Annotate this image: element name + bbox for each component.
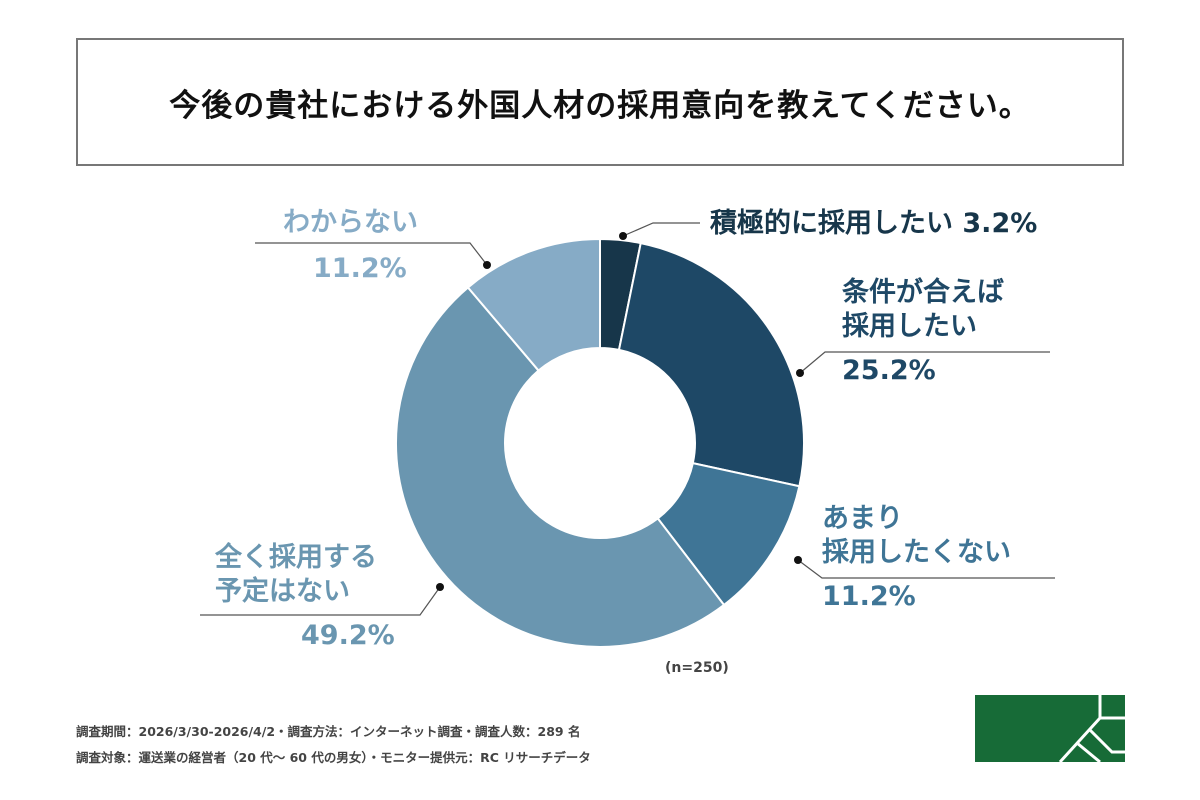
label-value: 11.2% — [313, 253, 407, 284]
donut-slice-1 — [617, 241, 805, 488]
leader-dot-3 — [436, 583, 444, 591]
label-slice-0: 積極的に採用したい 3.2% — [710, 208, 1038, 239]
leader-line-0 — [622, 222, 700, 237]
label-line: 予定はない — [215, 576, 350, 607]
leader-dot-0 — [619, 232, 627, 240]
footer-survey-target: 調査対象：運送業の経営者（20 代～ 60 代の男女）・モニター提供元：RC リ… — [76, 750, 591, 765]
leader-line-4 — [255, 242, 488, 266]
leader-line-2 — [797, 559, 1055, 579]
leader-line-1 — [799, 351, 1050, 374]
label-slice-1: 条件が合えば 採用したい 25.2% — [842, 276, 1004, 388]
leader-dot-2 — [794, 556, 802, 564]
label-line: 全く採用する — [215, 542, 377, 573]
label-line: わからない — [283, 207, 418, 238]
label-slice-4: わからない 11.2% — [283, 206, 418, 286]
leader-dot-4 — [483, 261, 491, 269]
leader-line-3 — [200, 586, 441, 616]
donut-slice-4 — [466, 237, 601, 372]
label-line: 条件が合えば — [842, 277, 1004, 308]
label-line: 採用したくない — [822, 537, 1011, 568]
label-value: 11.2% — [822, 581, 916, 612]
donut-slice-3 — [395, 286, 726, 648]
sample-size: (n=250) — [665, 660, 729, 676]
footer-survey-period: 調査期間：2026/3/30-2026/4/2・調査方法：インターネット調査・調… — [76, 724, 581, 739]
title-box: 今後の貴社における外国人材の採用意向を教えてください。 — [76, 38, 1124, 166]
label-slice-2: あまり 採用したくない 11.2% — [822, 502, 1011, 614]
label-line: あまり — [822, 503, 903, 534]
label-line: 採用したい — [842, 311, 977, 342]
leader-dot-1 — [796, 369, 804, 377]
label-slice-3: 全く採用する 予定はない 49.2% — [215, 541, 395, 653]
label-value: 49.2% — [301, 620, 395, 651]
label-value: 25.2% — [842, 355, 936, 386]
chart-title: 今後の貴社における外国人材の採用意向を教えてください。 — [169, 87, 1031, 124]
